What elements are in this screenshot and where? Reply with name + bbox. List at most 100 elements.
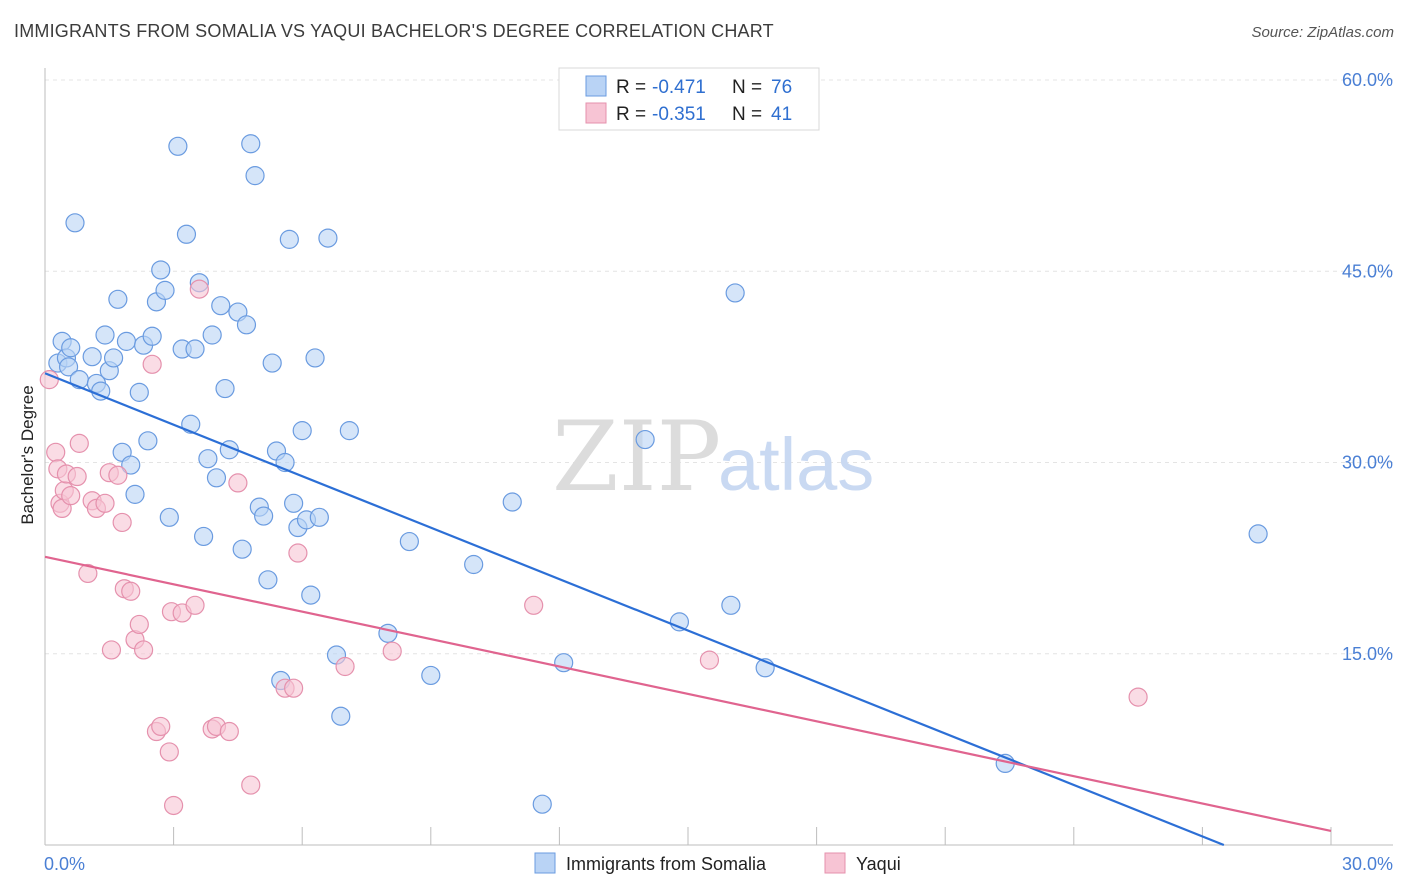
somalia-point	[318, 228, 338, 248]
yaqui-point	[101, 640, 122, 660]
legend-bottom-somalia-label: Immigrants from Somalia	[566, 854, 767, 874]
somalia-point	[331, 706, 351, 726]
legend-somalia-n-value: 76	[771, 77, 792, 98]
somalia-point	[635, 429, 655, 450]
somalia-point	[254, 506, 274, 526]
yaqui-point	[108, 465, 128, 485]
yaqui-point	[129, 614, 149, 635]
y-tick-label: 45.0%	[1342, 261, 1393, 281]
somalia-point	[236, 315, 257, 335]
somalia-point	[305, 348, 325, 368]
somalia-point	[421, 665, 441, 686]
legend-yaqui-n-value: 41	[771, 104, 792, 125]
somalia-point	[262, 353, 282, 373]
yaqui-point	[164, 795, 184, 816]
somalia-point	[116, 331, 137, 351]
somalia-point	[502, 492, 522, 512]
legend-bottom-yaqui-swatch	[824, 852, 846, 874]
yaqui-point	[46, 442, 66, 462]
yaqui-point	[69, 433, 89, 453]
legend-somalia-n-label: N =	[732, 77, 762, 98]
somalia-point	[245, 166, 265, 186]
somalia-point	[284, 493, 304, 513]
series-yaqui-points	[39, 279, 1148, 816]
somalia-point	[155, 280, 175, 300]
x-tick-label: 30.0%	[1342, 854, 1393, 874]
yaqui-point	[1128, 687, 1148, 707]
somalia-point	[1248, 524, 1268, 544]
legend-somalia-swatch	[585, 75, 607, 97]
yaqui-point	[284, 678, 304, 698]
somalia-point	[721, 595, 741, 615]
somalia-point	[309, 507, 329, 527]
source-credit: Source: ZipAtlas.com	[1251, 24, 1394, 41]
somalia-point	[202, 325, 222, 345]
yaqui-point	[288, 543, 308, 563]
somalia-point	[142, 326, 162, 346]
x-tick-labels: 0.0% 30.0%	[44, 854, 1393, 874]
yaqui-point	[335, 656, 355, 677]
watermark-zip: ZIP	[552, 401, 721, 513]
yaqui-point	[151, 716, 171, 737]
series-somalia-points	[48, 134, 1268, 814]
yaqui-point	[241, 775, 261, 795]
legend-yaqui-r-label: R =	[616, 104, 646, 125]
y-tick-labels: 15.0% 30.0% 45.0% 60.0%	[1342, 70, 1393, 664]
legend-somalia-r-value: -0.471	[652, 77, 706, 98]
yaqui-point	[39, 370, 59, 390]
legend-yaqui-n-label: N =	[732, 104, 762, 125]
yaqui-point	[112, 512, 132, 533]
somalia-point	[151, 260, 171, 280]
y-axis-label: Bachelor's Degree	[18, 385, 37, 524]
somalia-point	[103, 348, 124, 368]
yaqui-point	[228, 473, 248, 493]
somalia-point	[258, 570, 278, 590]
somalia-point	[121, 455, 141, 475]
somalia-point	[292, 421, 312, 441]
y-tick-label: 15.0%	[1342, 644, 1393, 664]
yaqui-point	[185, 595, 205, 615]
legend-yaqui-r-value: -0.351	[652, 104, 706, 125]
yaqui-point	[142, 354, 162, 374]
legend-bottom-yaqui-label: Yaqui	[856, 854, 901, 874]
legend-somalia-r-label: R =	[616, 77, 646, 98]
somalia-point	[194, 526, 214, 547]
somalia-point	[206, 468, 227, 488]
somalia-point	[198, 449, 218, 469]
yaqui-point	[67, 466, 87, 487]
somalia-point	[65, 213, 85, 233]
legend-bottom: Immigrants from Somalia Yaqui	[534, 852, 901, 874]
somalia-point	[241, 134, 261, 154]
somalia-point	[168, 136, 188, 156]
y-tick-label: 30.0%	[1342, 453, 1393, 473]
somalia-point	[532, 794, 552, 814]
yaqui-point	[219, 721, 239, 742]
somalia-point	[211, 296, 231, 316]
yaqui-point	[189, 279, 209, 299]
grid-lines	[45, 79, 1393, 655]
legend-bottom-somalia-swatch	[534, 852, 556, 874]
somalia-point	[725, 283, 745, 303]
legend-yaqui-swatch	[585, 102, 607, 124]
somalia-point	[129, 382, 149, 402]
somalia-point	[58, 357, 79, 377]
axes	[44, 68, 1393, 846]
chart-title: IMMIGRANTS FROM SOMALIA VS YAQUI BACHELO…	[14, 21, 774, 41]
somalia-point	[339, 421, 359, 441]
somalia-point	[378, 623, 398, 643]
somalia-point	[399, 531, 419, 552]
yaqui-point	[699, 650, 720, 670]
somalia-point	[464, 554, 484, 575]
watermark: ZIP atlas	[552, 401, 874, 513]
somalia-point	[185, 339, 205, 359]
watermark-atlas: atlas	[718, 423, 874, 506]
somalia-point	[159, 507, 179, 527]
somalia-point	[301, 585, 321, 605]
somalia-point	[82, 347, 102, 367]
yaqui-point	[133, 640, 154, 660]
y-tick-label: 60.0%	[1342, 70, 1393, 90]
yaqui-point	[95, 493, 115, 513]
somalia-point	[138, 431, 158, 451]
yaqui-point	[78, 563, 98, 584]
yaqui-point	[159, 742, 179, 762]
